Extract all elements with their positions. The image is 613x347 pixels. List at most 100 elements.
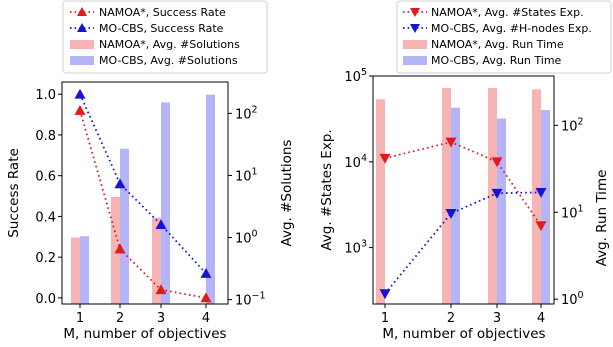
y-tick-label-right: 10−1 (235, 291, 266, 309)
bar-mo-cbs-avg-solutions-m4 (206, 94, 215, 304)
legend-marker-triangle-up-blue (77, 23, 87, 32)
legend-label-mocbs-solutions: MO-CBS, Avg. #Solutions (99, 54, 238, 67)
legend-swatch-mocbs-bar (403, 56, 427, 65)
marker-namoa-success-rate-m3 (155, 284, 167, 295)
y-tick-label: 105 (344, 67, 367, 85)
line-mo-cbs-success-rate (79, 93, 207, 275)
x-ticks-right: 1 2 3 4 (381, 304, 545, 326)
y-tick-label: 103 (344, 239, 367, 257)
y-tick-label-base: 10 (344, 156, 361, 171)
y-tick-label: 0.0 (35, 292, 56, 307)
x-axis-label-left: M, number of objectives (63, 326, 226, 342)
y-axis-label-run-time: Avg. Run Time (594, 170, 610, 267)
legend-swatch-mocbs-bar (70, 56, 94, 65)
legend-label-namoa-solutions: NAMOA*, Avg. #Solutions (99, 38, 240, 51)
y-tick-label: 0.4 (35, 210, 56, 225)
y-tick-label: 0.8 (35, 129, 56, 144)
y-tick-label: 0.2 (35, 251, 56, 266)
marker-namoa-avg-states-exp-m1 (379, 153, 391, 164)
y-tick-label-right-exponent: 2 (252, 104, 258, 115)
marker-namoa-avg-states-exp-m2 (445, 137, 457, 148)
bar-mo-cbs-avg-run-time-m4 (541, 110, 550, 304)
x-tick-label: 4 (537, 311, 545, 326)
bar-mo-cbs-avg-run-time-m2 (451, 107, 460, 304)
y-tick-label-right: 100 (235, 229, 258, 247)
y-tick-label-exponent: 4 (361, 153, 367, 164)
bar-namoa-avg-run-time-m2 (442, 87, 451, 304)
marker-namoa-avg-states-exp-m4 (535, 221, 547, 232)
marker-mo-cbs-success-rate-m3 (155, 219, 167, 229)
legend-left: NAMOA*, Success Rate MO-CBS, Success Rat… (62, 0, 268, 74)
marker-mo-cbs-avg-h-nodes-exp-m4 (535, 187, 547, 198)
bar-namoa-avg-run-time-m4 (532, 89, 541, 304)
marker-namoa-avg-states-exp-m3 (491, 157, 503, 168)
y-tick-label-exponent: 5 (361, 67, 367, 78)
marker-mo-cbs-avg-h-nodes-exp-m3 (491, 188, 503, 199)
legend-entry-namoa-solutions: NAMOA*, Avg. #Solutions (70, 38, 240, 51)
legend-swatch-namoa-bar (70, 40, 94, 49)
x-ticks-left: 1 2 3 4 (76, 304, 210, 326)
legend-marker-triangle-down-blue (410, 24, 420, 33)
line-namoa-success-rate (79, 110, 207, 299)
x-tick-label: 1 (381, 311, 389, 326)
marker-namoa-success-rate-m2 (114, 243, 126, 254)
chart-success-rate: NAMOA*, Success Rate MO-CBS, Success Rat… (6, 0, 295, 342)
y-tick-label: 1.0 (35, 88, 56, 103)
y-tick-label-right-text: 102 (561, 116, 584, 134)
line-mo-cbs-avg-h-nodes-exp (384, 191, 542, 295)
y-tick-label-right-exponent: 2 (578, 116, 584, 127)
lines-right (379, 137, 547, 300)
y-tick-label-right-base: 10 (235, 169, 252, 184)
legend-entry-mocbs-success: MO-CBS, Success Rate (70, 22, 224, 35)
bars-left (71, 94, 215, 304)
y-tick-label-right-exponent: 0 (578, 290, 584, 301)
legend-entry-mocbs-solutions: MO-CBS, Avg. #Solutions (70, 54, 238, 67)
x-tick-label: 2 (116, 311, 124, 326)
bar-mo-cbs-avg-solutions-m3 (161, 102, 170, 304)
y-axis-label-avg-solutions: Avg. #Solutions (279, 140, 295, 247)
x-tick-label: 4 (202, 311, 210, 326)
bar-namoa-avg-solutions-m2 (111, 196, 120, 304)
legend-entry-namoa-states: NAMOA*, Avg. #States Exp. (403, 6, 584, 19)
y-tick-label-right: 102 (561, 116, 584, 134)
y-tick-label-right-exponent: 1 (252, 166, 258, 177)
x-axis-label-right: M, number of objectives (382, 326, 545, 342)
marker-mo-cbs-success-rate-m4 (200, 267, 212, 278)
y-tick-label-right-text: 10−1 (235, 291, 266, 309)
legend-entry-namoa-runtime: NAMOA*, Avg. Run Time (403, 38, 564, 51)
legend-entry-mocbs-runtime: MO-CBS, Avg. Run Time (403, 54, 562, 67)
marker-mo-cbs-success-rate-m2 (114, 178, 126, 189)
y-tick-label-right: 101 (235, 166, 258, 184)
y-tick-label-right-text: 101 (235, 166, 258, 184)
plot-frame-right (372, 75, 555, 305)
legend-right: NAMOA*, Avg. #States Exp. MO-CBS, Avg. #… (396, 0, 612, 74)
y-tick-label-right-base: 10 (561, 206, 578, 221)
y-tick-label-right-text: 100 (235, 229, 258, 247)
y-tick-label-right-base: 10 (235, 294, 252, 309)
marker-mo-cbs-avg-h-nodes-exp-m2 (445, 209, 457, 219)
bar-namoa-avg-solutions-m1 (71, 237, 80, 304)
legend-label-namoa-success: NAMOA*, Success Rate (99, 6, 226, 19)
y-tick-label-right-base: 10 (235, 232, 252, 247)
y-tick-label-base: 10 (344, 70, 361, 85)
y-tick-label-right-base: 10 (561, 119, 578, 134)
legend-frame (62, 0, 268, 74)
legend-marker-triangle-up-red (77, 7, 87, 16)
legend-frame (396, 0, 612, 74)
legend-entry-mocbs-hnodes: MO-CBS, Avg. #H-nodes Exp. (403, 22, 592, 35)
x-tick-label: 1 (76, 311, 84, 326)
y-axis-label-success-rate: Success Rate (6, 148, 22, 238)
marker-namoa-success-rate-m1 (74, 105, 86, 115)
bar-namoa-avg-run-time-m1 (376, 99, 385, 304)
y-tick-label-right: 100 (561, 290, 584, 308)
marker-namoa-success-rate-m4 (200, 292, 212, 303)
legend-label-namoa-runtime: NAMOA*, Avg. Run Time (431, 38, 564, 51)
y-tick-label-right-exponent: 1 (578, 203, 584, 214)
legend-entry-namoa-success: NAMOA*, Success Rate (70, 6, 226, 19)
y-tick-label-right-base: 10 (561, 293, 578, 308)
y-tick-label: 0.6 (35, 170, 56, 185)
legend-label-mocbs-hnodes: MO-CBS, Avg. #H-nodes Exp. (431, 22, 592, 35)
